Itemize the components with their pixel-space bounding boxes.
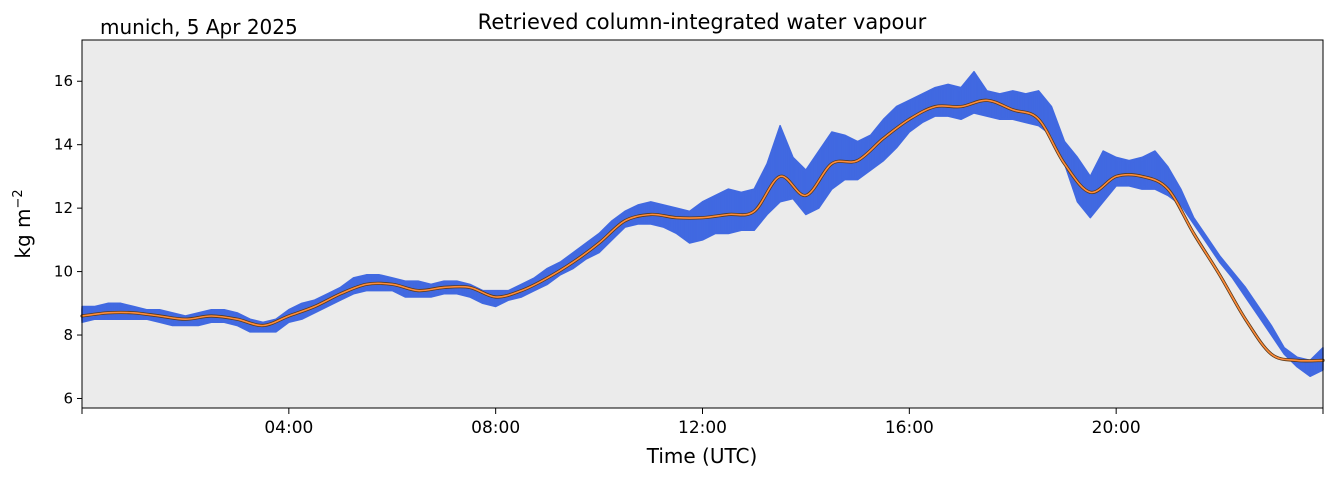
y-tick-label: 8 [63,326,73,344]
chart-title: Retrieved column-integrated water vapour [478,10,927,34]
location-date-label: munich, 5 Apr 2025 [100,15,298,39]
y-axis-label: kg m−2 [11,189,35,258]
y-axis-label-exponent: −2 [11,189,26,208]
y-tick-label: 6 [63,389,73,407]
smoothed-series-line [81,99,1324,362]
y-tick-label: 10 [54,263,73,281]
x-tick-label: 12:00 [678,418,727,438]
y-axis-label-unit: kg m [11,209,35,259]
y-tick-label: 12 [54,199,73,217]
x-tick-label: 20:00 [1092,418,1141,438]
x-tick-label: 16:00 [885,418,934,438]
x-tick-label: 08:00 [471,418,520,438]
plot-frame [81,39,1324,409]
y-tick-label: 16 [54,72,73,90]
x-axis-label: Time (UTC) [646,444,758,468]
tick-layer: 6 8 10 12 14 16 04:00 08:00 12:00 16:00 20:00 [54,72,1324,438]
y-tick-label: 14 [54,136,73,154]
x-tick-label: 04:00 [264,418,313,438]
series-layer [80,70,1325,378]
